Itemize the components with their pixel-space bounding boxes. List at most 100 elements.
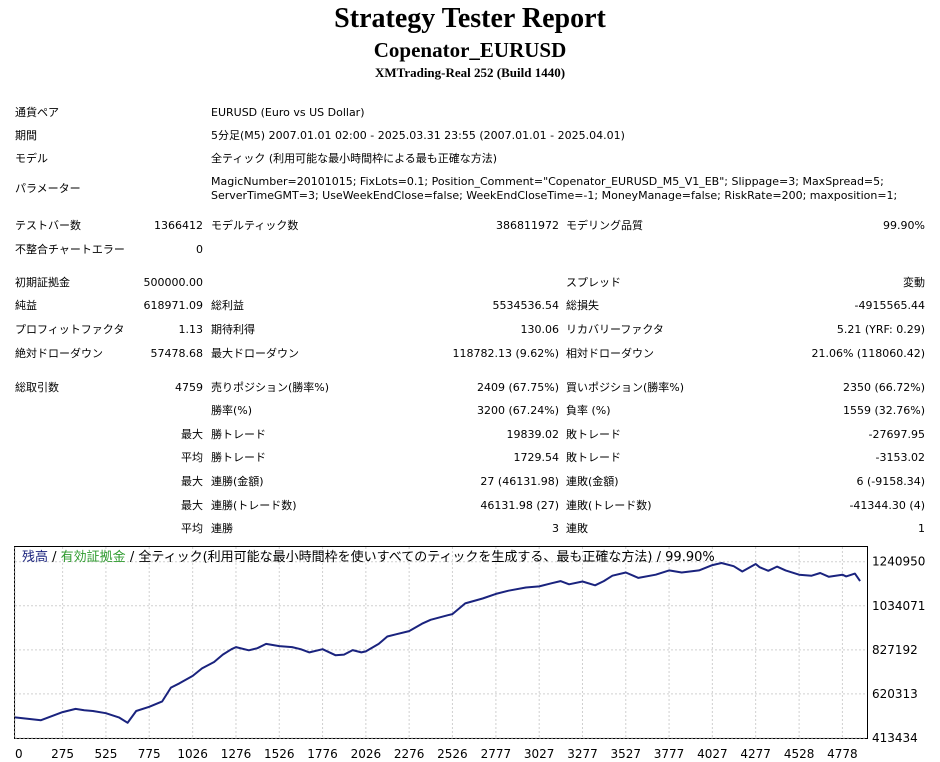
ticks-value: 386811972 bbox=[496, 219, 559, 232]
average-loss-value: -3153.02 bbox=[875, 451, 925, 464]
y-axis-ticks: 413434 620313 827192 1034071 1240950 bbox=[872, 555, 925, 745]
maximal-prefix: 最大 bbox=[181, 499, 203, 512]
legend-quality: 99.90% bbox=[665, 550, 715, 565]
consecutive-wins-count-label: 連勝(トレード数) bbox=[211, 499, 297, 512]
absolute-drawdown-value: 57478.68 bbox=[150, 347, 204, 360]
legend-model: 全ティック(利用可能な最小時間枠を使いすべてのティックを生成する、最も正確な方法… bbox=[138, 550, 653, 565]
legend-separator: / bbox=[652, 550, 666, 565]
x-tick-label: 4778 bbox=[827, 747, 858, 760]
gross-profit-value: 5534536.54 bbox=[492, 299, 559, 312]
x-tick-label: 1276 bbox=[221, 747, 252, 760]
profit-factor-value: 1.13 bbox=[178, 323, 204, 336]
x-tick-label: 3527 bbox=[610, 747, 641, 760]
parameters-line-2: ServerTimeGMT=3; UseWeekEndClose=false; … bbox=[211, 189, 898, 202]
recovery-factor-value: 5.21 (YRF: 0.29) bbox=[836, 323, 925, 336]
parameters-line-1: MagicNumber=20101015; FixLots=0.1; Posit… bbox=[211, 175, 884, 188]
mismatch-value: 0 bbox=[196, 243, 203, 256]
average-loss-label: 敗トレード bbox=[566, 451, 621, 464]
loss-trades-value: 1559 (32.76%) bbox=[842, 404, 925, 417]
consecutive-losses-count-value: -41344.30 (4) bbox=[849, 499, 925, 512]
average-consecutive-losses-label: 連敗 bbox=[566, 522, 588, 535]
spread-value: 変動 bbox=[903, 276, 925, 289]
x-tick-label: 4027 bbox=[697, 747, 728, 760]
average-prefix: 平均 bbox=[181, 451, 203, 464]
period-label: 期間 bbox=[15, 129, 37, 142]
x-tick-label: 275 bbox=[51, 747, 74, 760]
total-trades-label: 総取引数 bbox=[15, 381, 59, 394]
balance-chart: 413434 620313 827192 1034071 1240950 0 275 525… bbox=[14, 546, 925, 760]
ticks-label: モデルティック数 bbox=[211, 219, 299, 232]
x-tick-label: 1026 bbox=[177, 747, 208, 760]
symbol-label: 通貨ペア bbox=[15, 106, 59, 119]
largest-loss-value: -27697.95 bbox=[868, 428, 925, 441]
legend-separator: / bbox=[125, 550, 139, 565]
server-build: XMTrading-Real 252 (Build 1440) bbox=[374, 65, 566, 80]
x-tick-label: 1526 bbox=[264, 747, 295, 760]
short-positions-label: 売りポジション(勝率%) bbox=[211, 381, 330, 394]
maximal-drawdown-label: 最大ドローダウン bbox=[211, 347, 299, 360]
long-positions-value: 2350 (66.72%) bbox=[842, 381, 925, 394]
x-tick-label: 2026 bbox=[351, 747, 382, 760]
short-positions-value: 2409 (67.75%) bbox=[476, 381, 559, 394]
model-label: モデル bbox=[15, 152, 48, 165]
deposit-value: 500000.00 bbox=[143, 276, 204, 289]
consecutive-wins-count-value: 46131.98 (27) bbox=[480, 499, 559, 512]
y-tick-label: 1240950 bbox=[872, 555, 925, 569]
mismatch-label: 不整合チャートエラー bbox=[15, 243, 125, 256]
loss-trades-label: 負率 (%) bbox=[566, 404, 611, 417]
spread-label: スプレッド bbox=[566, 276, 621, 289]
maximal-drawdown-value: 118782.13 (9.62%) bbox=[452, 347, 559, 360]
legend-equity: 有効証拠金 bbox=[60, 550, 126, 565]
quality-value: 99.90% bbox=[883, 219, 925, 232]
absolute-drawdown-label: 絶対ドローダウン bbox=[15, 347, 103, 360]
total-trades-value: 4759 bbox=[175, 381, 203, 394]
y-tick-label: 827192 bbox=[872, 643, 918, 657]
legend-balance: 残高 bbox=[22, 550, 49, 565]
x-tick-label: 4528 bbox=[784, 747, 815, 760]
average-profit-value: 1729.54 bbox=[513, 451, 560, 464]
average-consecutive-losses-value: 1 bbox=[918, 522, 925, 535]
average-profit-label: 勝トレード bbox=[211, 451, 266, 464]
x-tick-label: 2526 bbox=[437, 747, 468, 760]
consecutive-wins-amount-value: 27 (46131.98) bbox=[480, 475, 559, 488]
average-consecutive-wins-label: 連勝 bbox=[211, 522, 233, 535]
long-positions-label: 買いポジション(勝率%) bbox=[566, 381, 685, 394]
x-tick-label: 525 bbox=[94, 747, 117, 760]
profit-factor-label: プロフィットファクタ bbox=[15, 323, 125, 336]
consecutive-losses-amount-value: 6 (-9158.34) bbox=[856, 475, 925, 488]
gross-loss-label: 総損失 bbox=[566, 299, 599, 312]
relative-drawdown-value: 21.06% (118060.42) bbox=[811, 347, 925, 360]
legend-separator: / bbox=[48, 550, 61, 565]
net-profit-value: 618971.09 bbox=[143, 299, 204, 312]
chart-legend: 残高 / 有効証拠金 / 全ティック(利用可能な最小時間枠を使いすべてのティック… bbox=[22, 549, 715, 567]
largest-profit-value: 19839.02 bbox=[506, 428, 560, 441]
y-tick-label: 620313 bbox=[872, 687, 918, 701]
largest-prefix: 最大 bbox=[181, 428, 203, 441]
y-tick-label: 413434 bbox=[872, 731, 918, 745]
deposit-label: 初期証拠金 bbox=[15, 276, 70, 289]
consecutive-losses-count-label: 連敗(トレード数) bbox=[566, 499, 652, 512]
profit-trades-label: 勝率(%) bbox=[211, 404, 253, 417]
expert-name: Copenator_EURUSD bbox=[373, 38, 567, 62]
x-axis-ticks: 0 275 525 775 1026 1276 1526 1776 2026 2276 2526 27… bbox=[15, 747, 858, 760]
x-tick-label: 1776 bbox=[307, 747, 338, 760]
x-tick-label: 0 bbox=[15, 747, 23, 760]
x-tick-label: 2276 bbox=[394, 747, 425, 760]
period-value: 5分足(M5) 2007.01.01 02:00 - 2025.03.31 23… bbox=[211, 129, 625, 142]
recovery-factor-label: リカバリーファクタ bbox=[566, 323, 664, 336]
profit-trades-value: 3200 (67.24%) bbox=[476, 404, 559, 417]
x-tick-label: 775 bbox=[138, 747, 161, 760]
gross-profit-label: 総利益 bbox=[211, 299, 244, 312]
parameters-label: パラメーター bbox=[15, 182, 81, 195]
gross-loss-value: -4915565.44 bbox=[854, 299, 925, 312]
chart-series bbox=[14, 562, 861, 724]
expected-payoff-value: 130.06 bbox=[520, 323, 560, 336]
expected-payoff-label: 期待利得 bbox=[211, 323, 255, 336]
largest-profit-label: 勝トレード bbox=[211, 428, 266, 441]
balance-line bbox=[14, 562, 861, 724]
quality-label: モデリング品質 bbox=[566, 219, 643, 232]
bars-value: 1366412 bbox=[154, 219, 203, 232]
report-title: Strategy Tester Report bbox=[334, 3, 606, 34]
consecutive-wins-amount-label: 連勝(金額) bbox=[211, 475, 264, 488]
symbol-value: EURUSD (Euro vs US Dollar) bbox=[211, 106, 365, 119]
